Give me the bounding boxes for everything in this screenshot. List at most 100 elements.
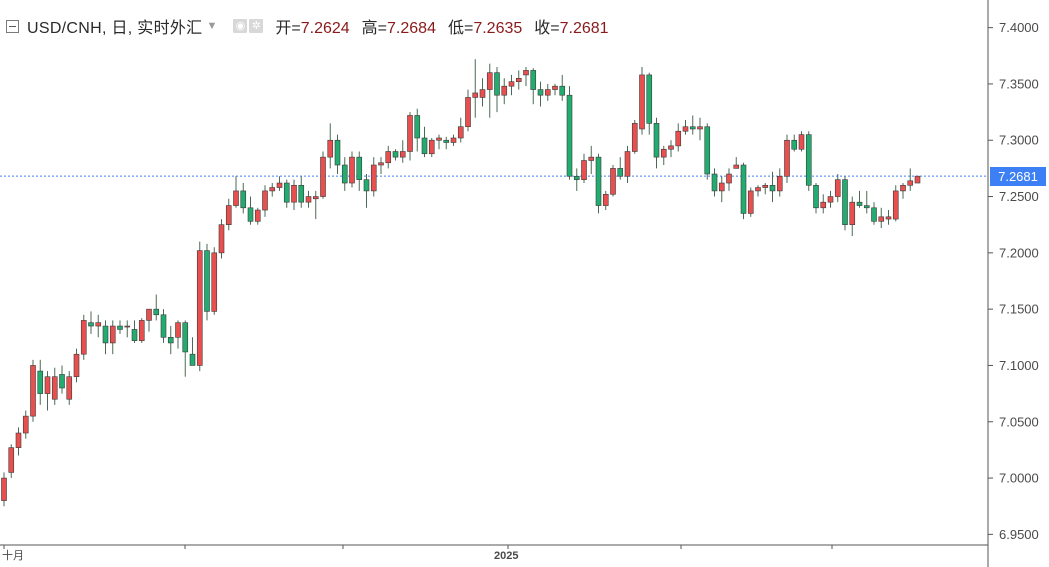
candle-body bbox=[80, 320, 87, 355]
candle bbox=[733, 157, 740, 169]
candle bbox=[218, 219, 225, 259]
open-readout: 开=7.2624 bbox=[275, 14, 349, 38]
candle bbox=[660, 145, 667, 166]
candle-body bbox=[610, 168, 616, 195]
candle-body bbox=[160, 314, 167, 338]
candle bbox=[363, 174, 370, 208]
candle bbox=[566, 86, 573, 180]
candle bbox=[762, 183, 769, 195]
candle bbox=[138, 318, 145, 343]
chevron-down-icon[interactable]: ▼ bbox=[206, 20, 218, 32]
candle-body bbox=[537, 89, 544, 96]
candle bbox=[291, 179, 297, 211]
candle-body bbox=[182, 322, 189, 353]
candle bbox=[805, 131, 812, 191]
time-axis[interactable]: 十月 2025 bbox=[2, 545, 989, 562]
candle-body bbox=[312, 196, 319, 200]
close-readout: 收=7.2681 bbox=[534, 14, 608, 38]
candle bbox=[421, 126, 428, 158]
candle-body bbox=[450, 137, 457, 143]
candle-body bbox=[22, 415, 29, 434]
candle-body bbox=[486, 72, 493, 90]
candle bbox=[131, 320, 138, 343]
candle-body bbox=[849, 201, 856, 225]
candle-body bbox=[544, 89, 551, 96]
candle-body bbox=[102, 325, 109, 344]
candle bbox=[624, 145, 631, 184]
candle-body bbox=[349, 156, 355, 184]
eye-icon[interactable]: ◉ bbox=[233, 19, 248, 33]
candle bbox=[856, 190, 863, 208]
candle bbox=[269, 183, 276, 197]
candle-body bbox=[820, 201, 827, 209]
candle bbox=[160, 309, 167, 343]
candle-body bbox=[682, 126, 689, 132]
symbol-title[interactable]: USD/CNH, 日, 实时外汇 bbox=[27, 20, 203, 37]
y-tick-label: 7.2000 bbox=[999, 245, 1039, 260]
candle bbox=[581, 153, 587, 184]
candle bbox=[682, 119, 689, 135]
y-tick-label: 7.1500 bbox=[999, 302, 1039, 317]
candle-body bbox=[421, 137, 428, 155]
candle-body bbox=[95, 322, 102, 327]
candle-body bbox=[871, 207, 877, 222]
candle-body bbox=[726, 173, 732, 184]
candle bbox=[479, 78, 486, 107]
candle-body bbox=[733, 164, 740, 169]
candle bbox=[653, 117, 660, 169]
candle bbox=[784, 134, 790, 184]
candle bbox=[465, 89, 471, 132]
candle-body bbox=[457, 126, 464, 139]
candle-body bbox=[247, 207, 254, 222]
candle-body bbox=[399, 151, 406, 158]
candle bbox=[44, 371, 51, 411]
candle-body bbox=[153, 308, 160, 316]
candle-body bbox=[167, 337, 174, 344]
candle bbox=[443, 136, 450, 150]
candle-body bbox=[276, 182, 283, 188]
candle bbox=[247, 196, 254, 225]
candle-body bbox=[704, 126, 711, 175]
y-tick-label: 7.3500 bbox=[999, 76, 1039, 91]
candle bbox=[508, 74, 515, 96]
candle bbox=[450, 134, 457, 146]
candle bbox=[552, 83, 558, 96]
candle-body bbox=[784, 139, 790, 177]
candle-body bbox=[675, 130, 682, 147]
price-axis[interactable]: 7.4000 7.3500 7.3000 7.2500 7.2000 7.1500 7.10… bbox=[988, 20, 1039, 542]
candle bbox=[537, 81, 544, 107]
candle-body bbox=[320, 156, 326, 197]
high-label: 高= bbox=[361, 20, 388, 37]
candle-body bbox=[298, 184, 305, 203]
candle-body bbox=[762, 184, 769, 188]
candle-body bbox=[1, 477, 7, 501]
x-tick-label: 十月 bbox=[2, 548, 24, 562]
candle-body bbox=[566, 94, 573, 177]
candle-body bbox=[668, 145, 674, 150]
candle bbox=[59, 365, 65, 394]
candle bbox=[283, 179, 290, 208]
candle bbox=[370, 157, 377, 197]
gear-icon[interactable]: ✲ bbox=[249, 19, 264, 33]
candle bbox=[124, 320, 131, 338]
candle-body bbox=[660, 148, 667, 158]
collapse-icon[interactable] bbox=[6, 19, 19, 33]
candle-body bbox=[59, 374, 65, 389]
candle bbox=[747, 187, 754, 217]
candle-body bbox=[175, 322, 181, 338]
candle bbox=[827, 190, 834, 208]
candle bbox=[327, 123, 334, 169]
candle-body bbox=[8, 447, 15, 473]
candle bbox=[646, 72, 653, 135]
candle bbox=[66, 371, 73, 405]
candle bbox=[849, 196, 856, 236]
candle-body bbox=[602, 193, 609, 206]
candle-body bbox=[805, 134, 812, 186]
high-value: 7.2684 bbox=[387, 20, 436, 37]
candle bbox=[88, 311, 94, 334]
candle-body bbox=[51, 376, 58, 400]
candle bbox=[1, 472, 7, 507]
candle bbox=[900, 183, 906, 199]
close-value: 7.2681 bbox=[559, 20, 609, 37]
